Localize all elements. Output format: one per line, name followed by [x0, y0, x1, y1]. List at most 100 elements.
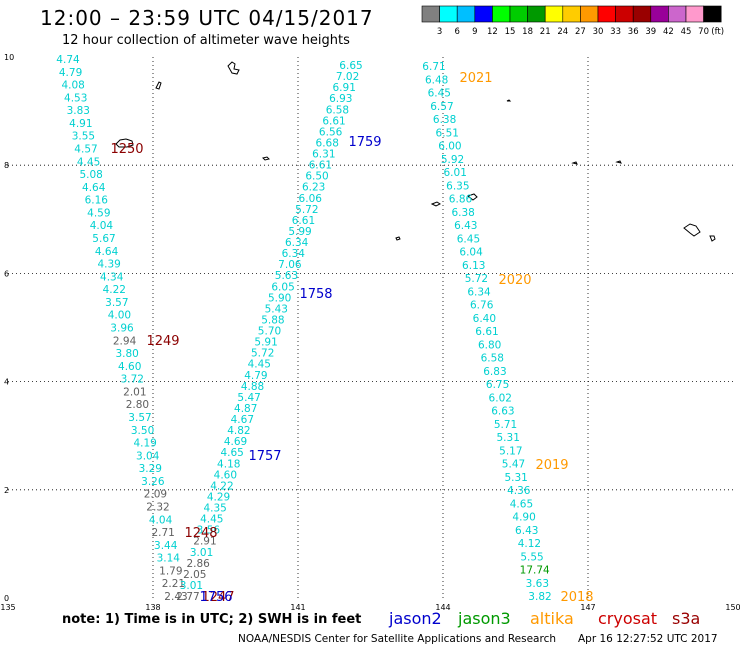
- jason2-wave-height: 2.05: [183, 569, 206, 581]
- altika-wave-height: 6.34: [467, 286, 491, 298]
- cryosat-wave-height: 2.21: [162, 578, 185, 590]
- jason2-wave-height: 4.67: [231, 414, 254, 426]
- colorbar-label: 45: [681, 27, 692, 37]
- page-title: 12:00 – 23:59 UTC 04/15/2017: [40, 6, 374, 30]
- cryosat-wave-height: 4.19: [133, 438, 156, 450]
- altika-wave-height: 5.71: [494, 419, 517, 431]
- altika-wave-height: 6.48: [425, 74, 448, 86]
- cryosat-wave-height: 3.04: [136, 450, 160, 462]
- island-coastline: [155, 81, 162, 90]
- x-tick-label: 135: [0, 603, 15, 612]
- x-tick-label: 150: [725, 603, 740, 612]
- colorbar-label: 24: [557, 27, 568, 37]
- altika-wave-height: 6.01: [444, 167, 467, 179]
- altika-wave-height: 6.86: [449, 194, 473, 206]
- cryosat-wave-height: 4.79: [59, 67, 82, 79]
- altika-wave-height: 6.45: [428, 88, 451, 100]
- legend-cryosat: cryosat: [598, 609, 658, 628]
- altika-wave-height: 6.43: [515, 525, 538, 537]
- cryosat-wave-height: 4.57: [74, 144, 97, 156]
- cryosat-wave-height: 3.14: [157, 553, 181, 565]
- island-coastline: [615, 160, 622, 164]
- y-tick-label: 8: [4, 161, 9, 170]
- altika-wave-height: 5.92: [441, 154, 464, 166]
- colorbar-label: 12: [487, 27, 498, 37]
- altika-wave-height: 6.61: [475, 326, 498, 338]
- jason2-wave-height: 4.22: [210, 480, 233, 492]
- y-tick-label: 10: [4, 53, 14, 62]
- jason2-wave-height: 6.56: [319, 126, 343, 138]
- jason2-wave-height: 5.91: [254, 337, 277, 349]
- island-coastline: [115, 138, 134, 148]
- jason2-wave-height: 4.82: [227, 425, 250, 437]
- cryosat-wave-height: 4.04: [149, 514, 173, 526]
- island-coastline: [262, 156, 270, 161]
- legend-altika: altika: [530, 609, 574, 628]
- cryosat-wave-height: 6.16: [85, 195, 109, 207]
- altika-wave-height: 5.47: [502, 459, 525, 471]
- jason2-wave-height: 5.72: [251, 348, 274, 360]
- credit-line: NOAA/NESDIS Center for Satellite Applica…: [238, 633, 556, 645]
- jason2-wave-height: 4.88: [241, 381, 264, 393]
- cryosat-wave-height: 3.26: [141, 476, 165, 488]
- jason2-wave-height: 6.61: [292, 215, 315, 227]
- legend-s3a: s3a: [672, 609, 701, 628]
- altika-wave-height: 6.38: [451, 207, 474, 219]
- jason2-wave-height: 2.77: [176, 591, 199, 603]
- cryosat-wave-height: 3.72: [121, 374, 144, 386]
- cryosat-wave-height: 3.57: [105, 297, 128, 309]
- x-tick-label: 144: [435, 603, 450, 612]
- jason2-wave-height: 5.72: [295, 204, 318, 216]
- pass-number-label: 1247: [201, 590, 234, 605]
- altika-wave-height: 3.63: [526, 578, 549, 590]
- y-tick-label: 0: [4, 594, 9, 603]
- cryosat-wave-height: 1.79: [159, 565, 182, 577]
- jason2-wave-height: 5.99: [288, 226, 311, 238]
- cryosat-wave-height: 4.60: [118, 361, 141, 373]
- jason2-wave-height: 7.02: [336, 71, 359, 83]
- jason2-wave-height: 4.18: [217, 458, 240, 470]
- cryosat-wave-height: 4.34: [100, 271, 124, 283]
- island-coastline: [430, 201, 441, 207]
- colorbar-label: 70: [698, 27, 709, 37]
- y-tick-label: 2: [4, 486, 9, 495]
- cryosat-wave-height: 3.83: [67, 105, 90, 117]
- jason2-wave-height: 6.68: [316, 137, 339, 149]
- cryosat-wave-height: 5.08: [79, 169, 102, 181]
- cryosat-wave-height: 4.74: [56, 54, 80, 66]
- cryosat-wave-height: 2.32: [146, 502, 169, 514]
- island-coastline: [571, 161, 578, 165]
- jason2-wave-height: 4.29: [207, 491, 230, 503]
- y-tick-label: 6: [4, 269, 9, 278]
- cryosat-wave-height: 4.22: [103, 284, 126, 296]
- cryosat-wave-height: 4.04: [90, 220, 114, 232]
- island-coastline: [227, 61, 240, 75]
- units-note: note: 1) Time is in UTC; 2) SWH is in fe…: [62, 612, 362, 627]
- jason2-wave-height: 6.65: [339, 60, 362, 72]
- cryosat-wave-height: 2.43: [164, 591, 187, 603]
- cryosat-wave-height: 3.96: [110, 323, 134, 335]
- pass-number-label: 2021: [459, 71, 492, 86]
- cryosat-wave-height: 3.50: [131, 425, 154, 437]
- jason2-wave-height: 6.91: [333, 82, 356, 94]
- altika-wave-height: 6.35: [446, 180, 469, 192]
- cryosat-wave-height: 4.39: [97, 259, 120, 271]
- cryosat-wave-height: 4.08: [61, 80, 84, 92]
- cryosat-wave-height: 4.00: [108, 310, 131, 322]
- jason2-wave-height: 4.45: [248, 359, 271, 371]
- altika-wave-height: 6.57: [430, 101, 453, 113]
- altika-wave-height: 6.51: [436, 127, 459, 139]
- altika-wave-height: 5.31: [504, 472, 527, 484]
- generated-timestamp: Apr 16 12:27:52 UTC 2017: [578, 633, 718, 645]
- altika-wave-height: 5.72: [465, 273, 488, 285]
- x-tick-label: 141: [290, 603, 305, 612]
- jason2-wave-height: 3.01: [180, 580, 203, 592]
- altika-wave-height: 6.43: [454, 220, 477, 232]
- y-tick-label: 4: [4, 378, 9, 387]
- pass-number-label: 1248: [184, 526, 217, 541]
- altika-wave-height: 4.36: [507, 485, 531, 497]
- altika-wave-height: 5.17: [499, 445, 522, 457]
- jason2-wave-height: 4.69: [224, 436, 247, 448]
- x-tick-label: 147: [580, 603, 595, 612]
- cryosat-wave-height: 4.45: [77, 156, 100, 168]
